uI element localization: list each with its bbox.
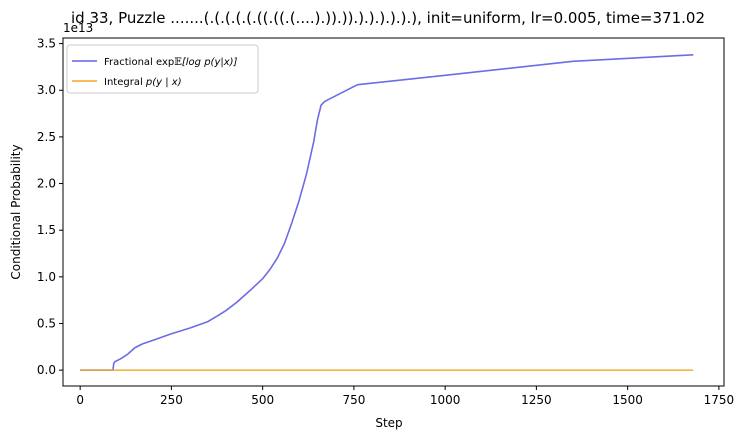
- y-axis-label: Conditional Probability: [9, 144, 23, 279]
- series-line-fractional: [80, 53, 694, 371]
- x-tick-label: 1500: [612, 393, 643, 407]
- legend-box: [66, 44, 259, 94]
- legend: Fractional exp𝔼[log p(y|x)] Integral p(y…: [66, 44, 259, 94]
- x-tick-label: 0: [76, 393, 84, 407]
- x-tick-label: 1250: [521, 393, 552, 407]
- y-tick-label: 0.5: [37, 316, 56, 330]
- y-tick-label: 0.0: [37, 363, 56, 377]
- y-tick-label: 1.0: [37, 270, 56, 284]
- y-tick-label: 2.0: [37, 177, 56, 191]
- legend-fractional-prefix: Fractional exp: [104, 57, 174, 68]
- y-tick-label: 1.5: [37, 223, 56, 237]
- legend-integral-prefix: Integral: [104, 77, 146, 88]
- x-tick-label: 250: [160, 393, 183, 407]
- legend-fractional-E: 𝔼: [174, 57, 182, 68]
- chart-title: id 33, Puzzle .......(.(.(.(.(.((.((.(..…: [71, 9, 705, 27]
- y-tick-label: 3.0: [37, 83, 56, 97]
- x-tick-label: 1750: [704, 393, 735, 407]
- legend-fractional-rest: [log p(y|x)]: [182, 57, 238, 68]
- plot-area: [62, 37, 725, 387]
- legend-label-integral: Integral p(y | x): [104, 77, 182, 88]
- x-tick-label: 500: [251, 393, 274, 407]
- y-tick-label: 2.5: [37, 130, 56, 144]
- series-lines: [80, 53, 694, 371]
- y-axis-multiplier: 1e13: [63, 21, 93, 35]
- x-axis: 0 250 500 750 1000 1250 1500 1750: [76, 386, 734, 407]
- x-axis-label: Step: [375, 416, 402, 430]
- legend-label-fractional: Fractional exp𝔼[log p(y|x)]: [104, 57, 238, 68]
- y-tick-label: 3.5: [37, 37, 56, 51]
- x-tick-label: 750: [342, 393, 365, 407]
- x-tick-label: 1000: [430, 393, 461, 407]
- legend-integral-rest: p(y | x): [145, 77, 182, 88]
- y-axis: 0.0 0.5 1.0 1.5 2.0 2.5 3.0 3.5: [37, 37, 63, 377]
